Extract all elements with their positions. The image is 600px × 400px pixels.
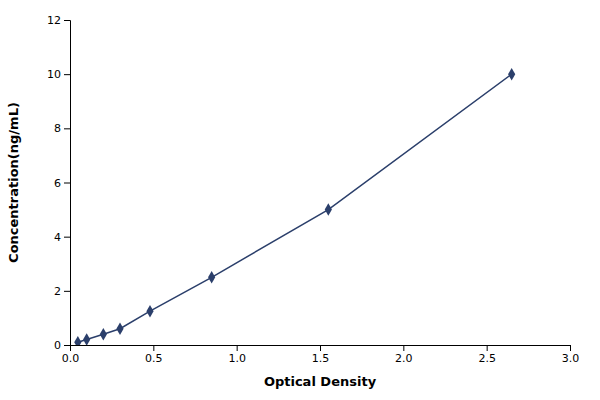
x-tick-label: 2.0 [395, 352, 413, 365]
x-tick: 1.0 [228, 345, 246, 365]
y-tick-mark [64, 183, 70, 184]
point [74, 336, 81, 345]
x-tick-mark [320, 345, 321, 351]
point [146, 305, 153, 317]
x-axis-line [71, 346, 571, 352]
x-tick-mark [153, 345, 154, 351]
y-tick: 12 [47, 14, 70, 27]
x-tick-label: 3.0 [562, 352, 580, 365]
y-tick-mark [64, 345, 70, 346]
point [508, 68, 515, 80]
x-tick-label: 0.5 [145, 352, 163, 365]
x-tick-mark [403, 345, 404, 351]
y-tick: 0 [54, 339, 70, 352]
y-tick: 6 [54, 177, 70, 190]
y-tick-label: 12 [47, 14, 61, 27]
plot: 0.0 0.5 1.0 1.5 2.0 2.5 3.0 0 2 4 6 8 10 12 [47, 14, 579, 365]
y-tick-mark [64, 74, 70, 75]
y-tick-mark [64, 291, 70, 292]
x-tick-mark [487, 345, 488, 351]
chart: 0.0 0.5 1.0 1.5 2.0 2.5 3.0 0 2 4 6 8 10 12 Optical De… [0, 0, 600, 400]
x-tick: 1.5 [312, 345, 330, 365]
x-tick: 0.0 [62, 345, 80, 365]
y-axis-line [64, 21, 71, 346]
point [100, 328, 107, 340]
y-tick-label: 0 [54, 339, 61, 352]
x-tick: 0.5 [145, 345, 163, 365]
y-axis: 0 2 4 6 8 10 12 [47, 14, 71, 352]
x-tick-label: 2.5 [478, 352, 496, 365]
y-tick-mark [64, 237, 70, 238]
x-tick-label: 1.5 [312, 352, 330, 365]
line [78, 74, 512, 342]
y-tick-label: 4 [54, 231, 61, 244]
point [208, 271, 215, 283]
x-axis: 0.0 0.5 1.0 1.5 2.0 2.5 3.0 [62, 345, 580, 365]
point [116, 323, 123, 335]
x-axis-title: Optical Density [264, 374, 377, 389]
y-tick: 8 [54, 122, 70, 135]
x-tick-mark [570, 345, 571, 351]
y-tick-label: 6 [54, 177, 61, 190]
y-tick-label: 2 [54, 285, 61, 298]
point [325, 203, 332, 215]
x-tick: 3.0 [562, 345, 580, 365]
y-tick: 10 [47, 68, 70, 81]
y-tick-label: 10 [47, 68, 61, 81]
y-tick-label: 8 [54, 122, 61, 135]
x-tick-label: 1.0 [228, 352, 246, 365]
x-tick: 2.5 [478, 345, 496, 365]
y-tick-mark [64, 20, 70, 21]
x-tick: 2.0 [395, 345, 413, 365]
x-tick-mark [237, 345, 238, 351]
y-tick-mark [64, 128, 70, 129]
y-axis-title: Concentration(ng/mL) [6, 102, 21, 263]
y-tick: 2 [54, 285, 70, 298]
x-tick-label: 0.0 [62, 352, 80, 365]
y-tick: 4 [54, 231, 70, 244]
point [83, 333, 90, 345]
marks [74, 68, 515, 345]
